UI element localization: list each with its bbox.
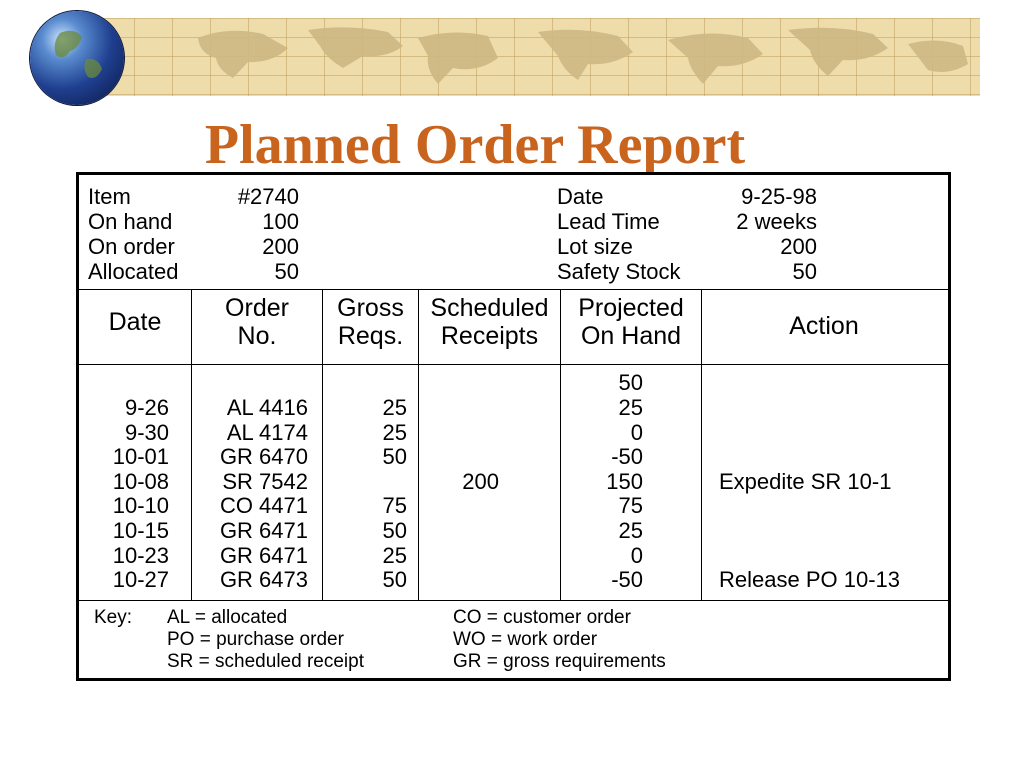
- cell-projected-on-hand: 75: [618, 493, 643, 519]
- key-legend: Key: AL = allocated PO = purchase order …: [79, 601, 948, 678]
- cell-projected-on-hand: 25: [618, 518, 643, 543]
- cell-action: Expedite SR 10-1: [719, 468, 892, 494]
- cell-date: 9-26: [124, 395, 169, 420]
- col-projected-header-line1: Projected: [578, 294, 684, 322]
- key-item: WO = work order: [453, 629, 598, 650]
- cell-gross-reqs: 50: [382, 444, 407, 470]
- on-hand-label: On hand: [88, 209, 173, 234]
- page-title: Planned Order Report: [204, 114, 746, 176]
- key-item: AL = allocated: [167, 607, 288, 628]
- safety-stock-value: 50: [792, 259, 817, 284]
- globe-icon: [30, 11, 124, 105]
- on-order-label: On order: [88, 234, 175, 259]
- cell-projected-on-hand: 25: [618, 395, 643, 420]
- column-divider: [322, 290, 323, 601]
- col-projected-header-line2: On Hand: [580, 322, 682, 350]
- cell-date: 9-30: [124, 419, 169, 445]
- cell-gross-reqs: 25: [382, 542, 407, 568]
- col-order-header-line1: Order: [225, 294, 289, 322]
- col-scheduled-header-line2: Receipts: [440, 322, 539, 350]
- cell-gross-reqs: 25: [382, 419, 407, 445]
- cell-date: 10-27: [112, 567, 169, 593]
- column-divider: [191, 290, 192, 601]
- cell-date: 10-23: [112, 542, 169, 568]
- lead-time-value: 2 weeks: [736, 209, 817, 234]
- cell-date: 10-08: [112, 468, 169, 494]
- column-headers: Date Order No. Gross Reqs. Scheduled Rec…: [79, 290, 948, 365]
- key-label: Key:: [94, 607, 133, 628]
- cell-order-no: AL 4416: [226, 395, 308, 420]
- cell-projected-on-hand: 0: [630, 419, 643, 445]
- column-divider: [418, 290, 419, 601]
- col-order-header-line2: No.: [237, 322, 277, 350]
- cell-order-no: CO 4471: [219, 493, 308, 519]
- date-value: 9-25-98: [741, 184, 817, 209]
- key-item: CO = customer order: [453, 607, 631, 628]
- report-header: Item #2740 On hand 100 On order 200 Allo…: [79, 175, 948, 290]
- table-body: 50 9-26 AL 4416 25 25 9-30 AL 4174 25 0 10-01 GR …: [79, 365, 948, 601]
- key-item: PO = purchase order: [167, 629, 344, 650]
- cell-projected-on-hand: 150: [606, 468, 643, 494]
- cell-projected-on-hand: -50: [611, 444, 643, 470]
- cell-date: 10-10: [112, 493, 169, 519]
- cell-order-no: SR 7542: [222, 468, 308, 494]
- cell-gross-reqs: 75: [382, 493, 407, 519]
- cell-order-no: AL 4174: [226, 419, 308, 445]
- item-label: Item: [88, 184, 131, 209]
- world-map-graphic: [198, 27, 968, 84]
- cell-projected-on-hand: -50: [611, 567, 643, 593]
- world-map-banner: [58, 18, 980, 96]
- initial-on-hand: 50: [618, 370, 643, 395]
- column-divider: [701, 290, 702, 601]
- column-divider: [560, 290, 561, 601]
- lot-size-value: 200: [780, 234, 817, 259]
- cell-order-no: GR 6473: [219, 567, 308, 593]
- cell-scheduled-receipts: 200: [462, 468, 499, 494]
- cell-gross-reqs: 50: [382, 518, 407, 543]
- lead-time-label: Lead Time: [557, 209, 660, 234]
- on-order-value: 200: [262, 234, 299, 259]
- col-scheduled-header-line1: Scheduled: [430, 294, 549, 322]
- col-gross-header-line1: Gross: [337, 294, 404, 322]
- key-item: GR = gross requirements: [453, 651, 666, 672]
- cell-order-no: GR 6470: [219, 444, 308, 470]
- planned-order-report-table: Item #2740 On hand 100 On order 200 Allo…: [76, 172, 951, 681]
- on-hand-value: 100: [262, 209, 299, 234]
- cell-gross-reqs: 50: [382, 567, 407, 593]
- lot-size-label: Lot size: [557, 234, 633, 259]
- col-gross-header-line2: Reqs.: [337, 322, 404, 350]
- cell-date: 10-01: [112, 444, 169, 470]
- col-date-header: Date: [108, 308, 162, 336]
- col-action-header: Action: [789, 312, 859, 340]
- cell-action: Release PO 10-13: [719, 567, 900, 593]
- cell-order-no: GR 6471: [219, 542, 308, 568]
- item-value: #2740: [237, 184, 299, 209]
- cell-date: 10-15: [112, 518, 169, 543]
- allocated-label: Allocated: [88, 259, 179, 284]
- allocated-value: 50: [274, 259, 299, 284]
- key-item: SR = scheduled receipt: [167, 651, 364, 672]
- cell-order-no: GR 6471: [219, 518, 308, 543]
- safety-stock-label: Safety Stock: [557, 259, 681, 284]
- date-label: Date: [557, 184, 604, 209]
- cell-projected-on-hand: 0: [630, 542, 643, 568]
- cell-gross-reqs: 25: [382, 395, 407, 420]
